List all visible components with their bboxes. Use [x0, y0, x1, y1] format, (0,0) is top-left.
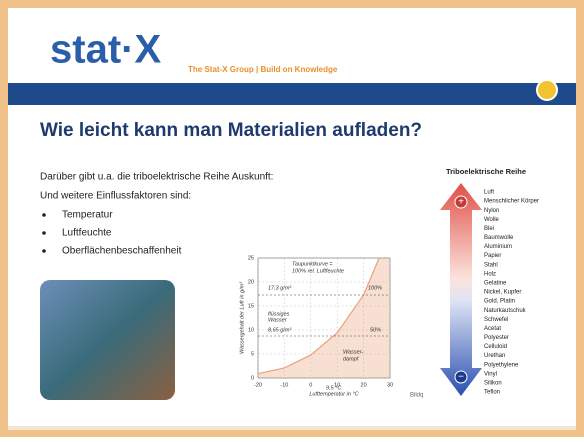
tribo-item: Schwefel: [484, 317, 508, 323]
y-tick-label: 0: [251, 375, 254, 381]
x-tick-label: 20: [361, 382, 367, 388]
bullet-dot: [42, 249, 46, 253]
header-bar: [8, 83, 576, 105]
y-axis-label: Wassergehalt der Luft in g/m³: [239, 282, 245, 354]
tribo-item: Wolle: [484, 217, 500, 223]
tagline: The Stat-X Group | Build on Knowledge: [188, 65, 338, 74]
tribo-item: Aluminium: [484, 244, 512, 250]
tribo-item: Holz: [484, 271, 496, 277]
tribo-item: Teflon: [484, 390, 500, 396]
annotation: 8,65 g/m³: [268, 327, 291, 333]
tribo-item: Papier: [484, 253, 501, 259]
y-tick-label: 10: [248, 327, 254, 333]
y-tick-label: 25: [248, 255, 254, 261]
annotation: 9,5 °C: [326, 385, 341, 391]
bullet-text: Luftfeuchte: [62, 228, 112, 239]
x-tick-label: 30: [387, 382, 393, 388]
tribo-item: Vinyl: [484, 371, 497, 377]
logo-icon: [537, 80, 557, 100]
x-tick-label: -20: [254, 382, 262, 388]
annotation: Wasser: [268, 317, 288, 323]
x-tick-label: 0: [309, 382, 312, 388]
x-tick-label: -10: [280, 382, 288, 388]
plus-sign: +: [458, 197, 464, 208]
caption: Bildq: [410, 393, 423, 399]
y-tick-label: 20: [248, 279, 254, 285]
minus-sign: −: [458, 372, 464, 383]
tribo-item: Nylon: [484, 208, 499, 214]
tribo-item: Silikon: [484, 380, 502, 386]
tribo-item: Naturkautschuk: [484, 308, 527, 314]
annotation: Wasser-: [343, 349, 363, 355]
tribo-title: Triboelektrische Reihe: [446, 167, 526, 176]
y-tick-label: 15: [248, 303, 254, 309]
bullet-dot: [42, 231, 46, 235]
annotation: dampf: [343, 356, 359, 362]
footer-bar: [8, 426, 576, 430]
annotation: 100% rel. Luftfeuchte: [292, 268, 344, 274]
annotation: 100%: [368, 285, 382, 291]
x-axis-label: Lufttemperatur in °C: [309, 391, 358, 397]
tribo-item: Acetat: [484, 326, 501, 332]
tribo-item: Luft: [484, 190, 494, 196]
tribo-item: Gelatine: [484, 280, 507, 286]
tribo-item: Polyethylene: [484, 362, 519, 368]
tribo-item: Gold, Platin: [484, 299, 515, 305]
tribo-item: Menschlicher Körper: [484, 199, 539, 205]
tribo-item: Nickel, Kupfer: [484, 290, 521, 296]
logo: stat·X: [50, 28, 161, 72]
y-tick-label: 5: [251, 351, 254, 357]
tribo-item: Urethan: [484, 353, 505, 359]
tribo-item: Baumwolle: [484, 235, 514, 241]
annotation: 50%: [370, 327, 381, 333]
tribo-item: Stahl: [484, 262, 498, 268]
bullet-text: Oberflächenbeschaffenheit: [62, 246, 182, 257]
bullet-text: Temperatur: [62, 210, 113, 221]
slide-title: Wie leicht kann man Materialien aufladen…: [40, 120, 422, 141]
tribo-item: Polyester: [484, 335, 509, 341]
body-text: Darüber gibt u.a. die triboelektrische R…: [40, 172, 273, 183]
annotation: 17,3 g/m³: [268, 285, 291, 291]
annotation: Taupunktkurve =: [292, 261, 333, 267]
photo: [40, 280, 175, 400]
slide-screenshot: stat·X The Stat-X Group | Build on Knowl…: [0, 0, 584, 437]
bullet-dot: [42, 213, 46, 217]
tribo-item: Blei: [484, 226, 494, 232]
body-text: Und weitere Einflussfaktoren sind:: [40, 191, 191, 202]
tribo-item: Celluloid: [484, 344, 507, 350]
